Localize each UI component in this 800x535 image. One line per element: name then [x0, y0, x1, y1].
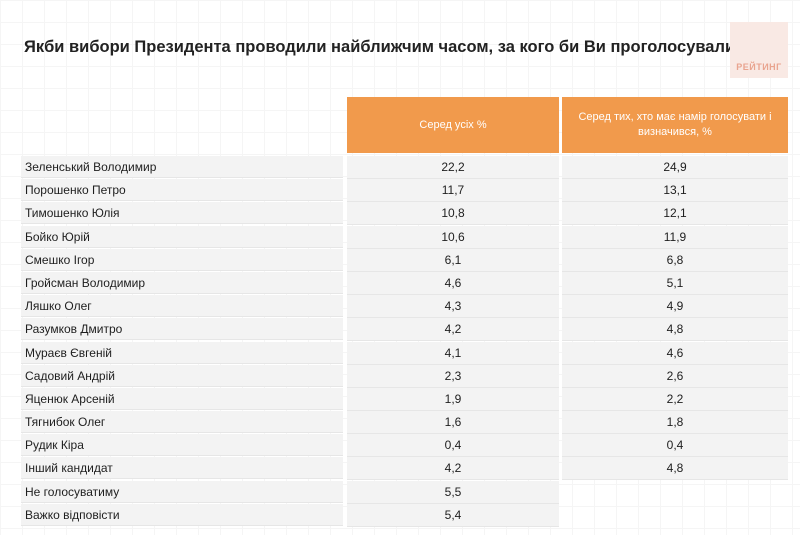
value-all: 4,3 [347, 295, 559, 319]
table-row: Разумков Дмитро 4,2 4,8 [21, 318, 788, 342]
value-all: 6,1 [347, 248, 559, 272]
value-voters: 13,1 [562, 179, 788, 203]
table-row: Тимошенко Юлія 10,8 12,1 [21, 202, 788, 226]
candidate-name: Бойко Юрій [21, 225, 343, 248]
candidate-name: Тимошенко Юлія [21, 202, 343, 225]
table-row: Інший кандидат 4,2 4,8 [21, 457, 788, 481]
table-row: Гройсман Володимир 4,6 5,1 [21, 271, 788, 295]
results-table: Зеленський Володимир 22,2 24,9 Порошенко Пе… [21, 156, 788, 527]
value-voters: 0,4 [562, 434, 788, 458]
table-row: Важко відповісти 5,4 [21, 503, 788, 527]
logo-text: РЕЙТИНГ [736, 62, 782, 72]
value-all: 11,7 [347, 179, 559, 203]
rating-logo: РЕЙТИНГ [730, 22, 788, 78]
column-header-all: Серед усіх % [347, 97, 559, 153]
candidate-name: Важко відповісти [21, 503, 343, 526]
table-row: Порошенко Петро 11,7 13,1 [21, 179, 788, 203]
candidate-name: Смешко Ігор [21, 248, 343, 271]
value-all: 1,9 [347, 387, 559, 411]
candidate-name: Рудик Кіра [21, 434, 343, 457]
value-all: 4,1 [347, 341, 559, 365]
table-row: Ляшко Олег 4,3 4,9 [21, 295, 788, 319]
candidate-name: Тягнибок Олег [21, 411, 343, 434]
candidate-name: Гройсман Володимир [21, 271, 343, 294]
value-all: 10,8 [347, 202, 559, 226]
table-row: Яценюк Арсеній 1,9 2,2 [21, 387, 788, 411]
value-all: 4,6 [347, 271, 559, 295]
value-voters: 4,9 [562, 295, 788, 319]
value-voters: 24,9 [562, 156, 788, 179]
value-all: 5,5 [347, 480, 559, 504]
candidate-name: Ляшко Олег [21, 295, 343, 318]
candidate-name: Не голосуватиму [21, 480, 343, 503]
candidate-name: Яценюк Арсеній [21, 387, 343, 410]
candidate-name: Мураєв Євгеній [21, 341, 343, 364]
table-row: Бойко Юрій 10,6 11,9 [21, 225, 788, 249]
value-voters: 6,8 [562, 248, 788, 272]
table-row: Не голосуватиму 5,5 [21, 480, 788, 504]
table-row: Рудик Кіра 0,4 0,4 [21, 434, 788, 458]
value-all: 2,3 [347, 364, 559, 388]
table-row: Мураєв Євгеній 4,1 4,6 [21, 341, 788, 365]
column-header-voters: Серед тих, хто має намір голосувати і ви… [562, 97, 788, 153]
value-voters: 2,2 [562, 387, 788, 411]
value-all: 4,2 [347, 457, 559, 481]
page-title: Якби вибори Президента проводили найближ… [24, 38, 746, 56]
candidate-name: Зеленський Володимир [21, 156, 343, 178]
value-all: 4,2 [347, 318, 559, 342]
value-voters: 12,1 [562, 202, 788, 226]
table-row: Смешко Ігор 6,1 6,8 [21, 248, 788, 272]
value-all: 5,4 [347, 503, 559, 527]
value-voters [562, 504, 788, 526]
value-all: 10,6 [347, 225, 559, 249]
value-all: 0,4 [347, 434, 559, 458]
value-voters: 1,8 [562, 411, 788, 435]
candidate-name: Садовий Андрій [21, 364, 343, 387]
value-voters: 5,1 [562, 271, 788, 295]
value-voters: 2,6 [562, 364, 788, 388]
candidate-name: Разумков Дмитро [21, 318, 343, 341]
value-voters: 11,9 [562, 225, 788, 249]
value-voters [562, 481, 788, 503]
candidate-name: Інший кандидат [21, 457, 343, 480]
value-all: 22,2 [347, 156, 559, 179]
value-voters: 4,6 [562, 341, 788, 365]
value-voters: 4,8 [562, 318, 788, 342]
value-all: 1,6 [347, 411, 559, 435]
table-row: Садовий Андрій 2,3 2,6 [21, 364, 788, 388]
table-row: Тягнибок Олег 1,6 1,8 [21, 411, 788, 435]
candidate-name: Порошенко Петро [21, 179, 343, 202]
value-voters: 4,8 [562, 457, 788, 481]
table-row: Зеленський Володимир 22,2 24,9 [21, 156, 788, 179]
